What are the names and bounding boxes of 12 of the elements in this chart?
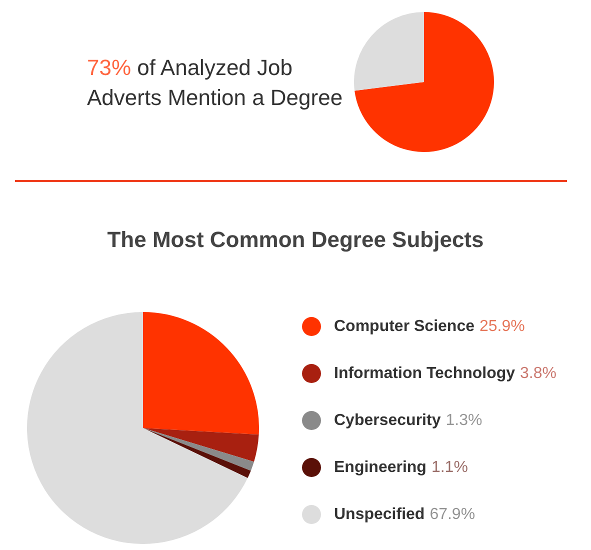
data-label: 25.9% [479, 318, 525, 336]
chart-title: The Most Common Degree Subjects [106, 226, 485, 254]
data-label: 1.3% [446, 412, 482, 430]
legend-label: Computer Science [334, 318, 474, 336]
legend-label: Unspecified [334, 506, 425, 524]
text: 73% of Analyzed Job Adverts Mention a Degree [87, 54, 344, 112]
data-label: 1.1% [431, 458, 468, 476]
data-label: 67.9% [430, 506, 476, 524]
legend-label: Information Technology [334, 364, 516, 382]
legend-label: Cybersecurity [334, 412, 441, 430]
legend-label: Engineering [334, 458, 426, 476]
data-label: 3.8% [520, 364, 556, 382]
